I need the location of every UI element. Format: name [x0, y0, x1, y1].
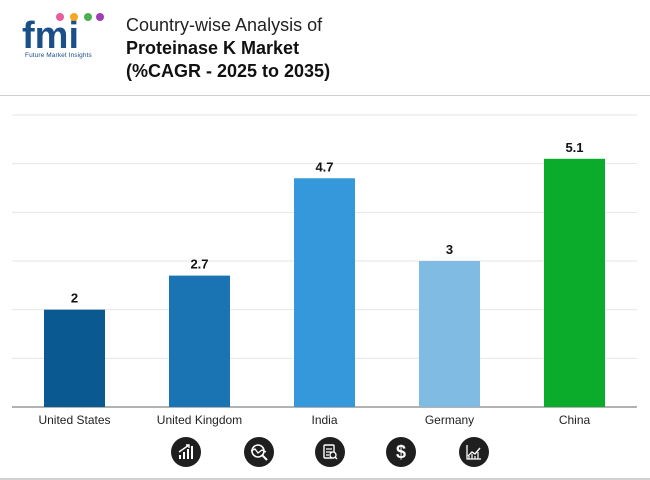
bar-united-kingdom: [169, 275, 230, 407]
title-line-2: Proteinase K Market: [126, 38, 300, 58]
bar-chart: 2 United States 2.7 United Kingdom 4.7 India 3…: [12, 114, 637, 427]
x-tick-label: United States: [38, 413, 110, 427]
x-tick-label: China: [559, 413, 591, 427]
report-icon: [315, 437, 345, 467]
fmi-logo-mark: fmi: [22, 13, 104, 52]
bar-china: [544, 158, 605, 407]
analysis-icon: [244, 437, 274, 467]
trend-chart-icon: [459, 437, 489, 467]
header-divider: [0, 95, 650, 96]
data-label: 4.7: [315, 159, 333, 174]
title-line-3: (%CAGR - 2025 to 2035): [126, 61, 331, 81]
header: fmi Future Market Insights Country-wise …: [0, 0, 650, 95]
bar-india: [294, 178, 355, 407]
footer-icons: $: [0, 434, 650, 474]
footer-divider: [0, 478, 650, 480]
data-label: 2.7: [190, 257, 208, 272]
x-tick-label: United Kingdom: [157, 413, 242, 427]
data-label: 3: [446, 242, 453, 257]
bar-united-states: [44, 309, 105, 407]
logo-text: fmi: [22, 15, 79, 52]
logo-tagline: Future Market Insights: [25, 52, 92, 59]
title-line-1: Country-wise Analysis of: [126, 15, 323, 35]
data-label: 5.1: [565, 140, 583, 155]
svg-text:$: $: [396, 442, 406, 462]
chart-title: Country-wise Analysis of Proteinase K Ma…: [126, 14, 330, 83]
growth-chart-icon: [171, 437, 201, 467]
fmi-logo: fmi Future Market Insights: [22, 12, 106, 62]
dollar-icon: $: [386, 437, 416, 467]
bar-germany: [419, 261, 480, 407]
x-tick-label: Germany: [425, 413, 474, 427]
data-label: 2: [71, 291, 78, 306]
x-tick-label: India: [311, 413, 337, 427]
